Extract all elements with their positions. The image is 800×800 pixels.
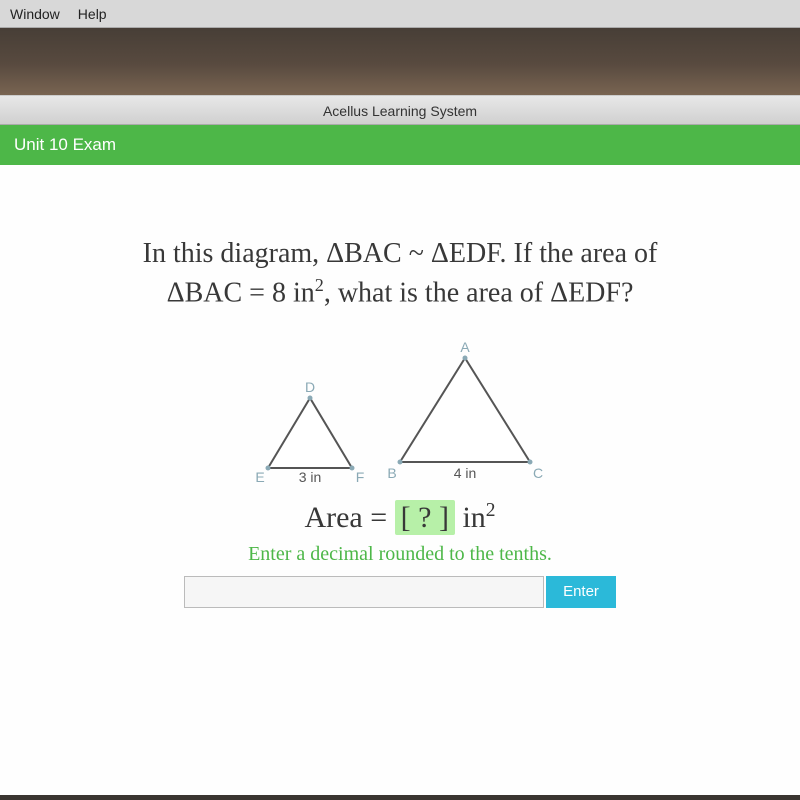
- triangle-bac: A B C 4 in: [380, 340, 550, 490]
- question-text: In this diagram, ΔBAC ~ ΔEDF. If the are…: [120, 235, 680, 312]
- os-menubar: Window Help: [0, 0, 800, 28]
- enter-button[interactable]: Enter: [546, 576, 616, 608]
- app-window: Acellus Learning System Unit 10 Exam In …: [0, 95, 800, 800]
- area-prefix: Area =: [304, 501, 394, 534]
- vertex-a: A: [460, 340, 470, 355]
- unit-title: Unit 10 Exam: [14, 135, 116, 154]
- base-label-bc: 4 in: [454, 465, 477, 481]
- triangle-edf: D E F 3 in: [250, 380, 370, 490]
- instruction-text: Enter a decimal rounded to the tenths.: [0, 543, 800, 566]
- answer-row: Enter: [0, 576, 800, 608]
- base-label-ef: 3 in: [299, 469, 322, 485]
- area-placeholder: [ ? ]: [395, 500, 455, 535]
- triangle-diagram: D E F 3 in A B C 4 in: [0, 330, 800, 490]
- vertex-b: B: [387, 465, 396, 481]
- window-title: Acellus Learning System: [323, 103, 477, 119]
- vertex-e: E: [255, 469, 264, 485]
- vertex-c: C: [533, 465, 543, 481]
- content-area: In this diagram, ΔBAC ~ ΔEDF. If the are…: [0, 165, 800, 795]
- answer-input[interactable]: [184, 576, 544, 608]
- menu-window[interactable]: Window: [10, 6, 60, 22]
- vertex-f: F: [356, 469, 365, 485]
- window-titlebar: Acellus Learning System: [0, 95, 800, 125]
- area-equation: Area = [ ? ] in2: [0, 500, 800, 535]
- menu-help[interactable]: Help: [78, 6, 107, 22]
- vertex-d: D: [305, 380, 315, 395]
- unit-header: Unit 10 Exam: [0, 125, 800, 165]
- area-suffix: in2: [455, 501, 496, 534]
